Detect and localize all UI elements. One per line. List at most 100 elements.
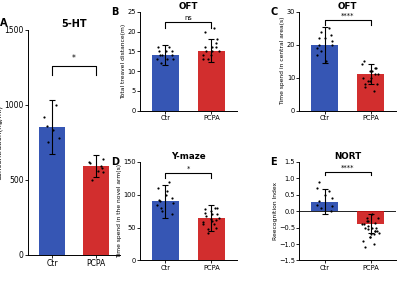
Point	[362, 245, 368, 250]
Point	[314, 46, 320, 50]
Point	[202, 213, 209, 218]
Point	[200, 57, 206, 62]
Point	[53, 102, 59, 107]
Point	[164, 189, 170, 194]
Point	[156, 49, 162, 54]
Point	[158, 205, 164, 210]
Bar	[357, 211, 384, 224]
Bar	[311, 45, 338, 110]
Point	[205, 226, 211, 231]
Point	[314, 52, 320, 57]
Point	[212, 41, 219, 46]
Point	[216, 215, 222, 220]
Point	[214, 205, 220, 210]
Point	[56, 135, 62, 140]
Y-axis label: Time spend in the novel arm(s): Time spend in the novel arm(s)	[117, 164, 122, 258]
Point	[360, 75, 366, 80]
Point	[329, 204, 336, 209]
Point	[376, 230, 382, 235]
Text: *: *	[187, 166, 190, 172]
Point	[158, 209, 165, 213]
Text: ****: ****	[341, 13, 354, 19]
Point	[41, 114, 48, 119]
Point	[364, 219, 370, 223]
Title: 5-HT: 5-HT	[61, 19, 87, 29]
Point	[328, 39, 335, 44]
Point	[362, 82, 368, 86]
Point	[200, 222, 206, 227]
Point	[169, 196, 176, 200]
Point	[375, 215, 381, 220]
Point	[323, 59, 330, 64]
Point	[371, 242, 377, 246]
Text: B: B	[111, 7, 118, 17]
Y-axis label: Total treavel distance(m): Total treavel distance(m)	[121, 24, 126, 99]
Point	[99, 165, 106, 170]
Point	[365, 227, 371, 231]
Point	[212, 225, 219, 230]
Point	[359, 222, 366, 227]
Point	[367, 235, 374, 240]
Bar	[198, 218, 225, 260]
Point	[212, 217, 219, 222]
Point	[314, 186, 320, 191]
Text: ****: ****	[341, 165, 354, 171]
Point	[322, 36, 328, 41]
Point	[318, 49, 324, 54]
Point	[163, 49, 169, 54]
Point	[318, 205, 324, 210]
Point	[169, 212, 175, 217]
Point	[205, 231, 211, 235]
Point	[205, 57, 211, 62]
Point	[368, 75, 374, 80]
Point	[368, 212, 375, 217]
Point	[372, 229, 378, 233]
Point	[154, 202, 160, 207]
Point	[202, 45, 208, 50]
Text: C: C	[270, 7, 278, 17]
Point	[314, 202, 320, 207]
Point	[361, 59, 368, 64]
Point	[364, 78, 371, 83]
Point	[85, 159, 92, 164]
Point	[316, 179, 322, 184]
Point	[169, 49, 176, 54]
Point	[373, 82, 380, 86]
Point	[158, 61, 164, 65]
Point	[170, 57, 176, 62]
Point	[164, 57, 170, 62]
Point	[208, 209, 214, 213]
Point	[202, 49, 209, 54]
Point	[365, 223, 371, 228]
Point	[202, 29, 208, 34]
Point	[154, 186, 161, 191]
Point	[360, 238, 366, 243]
Point	[94, 168, 101, 173]
Point	[158, 53, 165, 58]
Bar	[83, 166, 109, 255]
Point	[156, 198, 162, 202]
Point	[209, 219, 215, 223]
Point	[208, 53, 214, 58]
Bar	[311, 202, 338, 211]
Point	[211, 25, 217, 30]
Point	[156, 199, 163, 204]
Point	[202, 211, 208, 215]
Point	[44, 123, 50, 128]
Point	[372, 220, 378, 225]
Point	[211, 222, 217, 227]
Point	[316, 199, 322, 204]
Point	[375, 72, 381, 77]
Point	[367, 235, 374, 240]
Point	[163, 192, 169, 197]
Point	[371, 229, 378, 233]
Point	[200, 220, 206, 225]
Point	[372, 72, 378, 77]
Point	[202, 207, 208, 212]
Point	[213, 212, 220, 217]
Point	[362, 225, 368, 230]
Point	[318, 29, 324, 34]
Point	[87, 161, 93, 165]
Point	[214, 37, 220, 42]
Point	[326, 189, 332, 194]
